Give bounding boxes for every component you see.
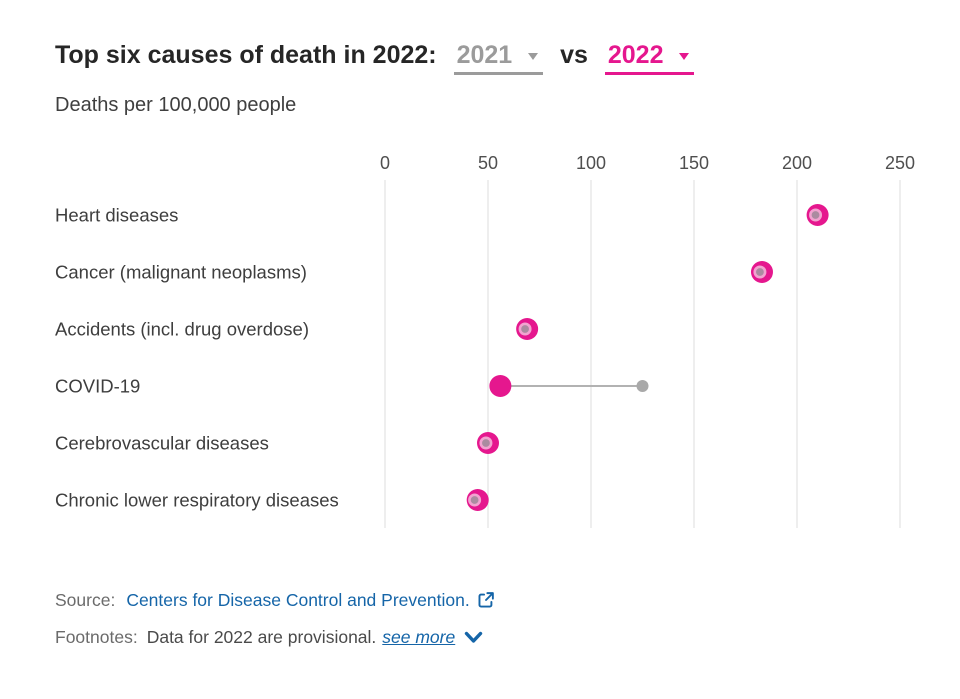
- source-link[interactable]: Centers for Disease Control and Preventi…: [126, 589, 470, 610]
- x-axis-tick-label: 100: [576, 153, 606, 173]
- x-axis-tick-label: 250: [885, 153, 915, 173]
- dropdown-triangle-icon: [528, 53, 539, 60]
- category-label: Heart diseases: [55, 204, 178, 225]
- see-more-link[interactable]: see more: [382, 626, 456, 647]
- external-link-icon[interactable]: [477, 591, 495, 609]
- x-axis-tick-label: 150: [679, 153, 709, 173]
- dot-2021[interactable]: [479, 435, 493, 449]
- title-text: Top six causes of death in 2022:: [55, 41, 437, 69]
- category-label: Cerebrovascular diseases: [55, 432, 269, 453]
- year-selector-2022[interactable]: 2022: [604, 41, 695, 75]
- chart-subtitle: Deaths per 100,000 people: [55, 93, 297, 116]
- footnotes-row: Footnotes: Data for 2022 are provisional.…: [55, 627, 960, 648]
- year-selector-2021[interactable]: 2021: [453, 41, 544, 75]
- year-selector-2022-label: 2022: [607, 41, 664, 69]
- dot-2022[interactable]: [489, 374, 512, 397]
- dot-2021[interactable]: [809, 207, 823, 221]
- dot-2021[interactable]: [468, 492, 482, 506]
- x-axis-tick-label: 0: [380, 153, 390, 173]
- x-axis-tick-label: 50: [478, 153, 498, 173]
- dropdown-triangle-icon: [679, 53, 690, 60]
- footnotes-label: Footnotes:: [55, 626, 138, 647]
- year-selector-2021-label: 2021: [456, 41, 513, 69]
- dot-plot-chart: 0 50 100 150 200 250 Heart diseases Cancer (mal…: [55, 147, 960, 534]
- page-title: Top six causes of death in 2022: 2021 vs…: [55, 40, 960, 75]
- chevron-down-icon[interactable]: [464, 631, 483, 644]
- source-row: Source: Centers for Disease Control and P…: [55, 590, 960, 611]
- x-axis-tick-label: 200: [782, 153, 812, 173]
- category-label: Cancer (malignant neoplasms): [55, 261, 307, 282]
- plot-area: 0 50 100 150 200 250 Heart diseases Cancer (mal…: [55, 153, 915, 528]
- vs-label: vs: [560, 41, 588, 69]
- chart-card: Top six causes of death in 2022: 2021 vs…: [55, 40, 960, 648]
- source-label: Source:: [55, 589, 116, 610]
- category-label: COVID-19: [55, 375, 140, 396]
- dot-2021[interactable]: [636, 379, 649, 392]
- category-label: Accidents (incl. drug overdose): [55, 318, 309, 339]
- footnotes-text: Data for 2022 are provisional.: [146, 626, 377, 647]
- category-label: Chronic lower respiratory diseases: [55, 489, 339, 510]
- chart-footer: Source: Centers for Disease Control and P…: [55, 590, 960, 648]
- dot-2021[interactable]: [753, 265, 767, 279]
- dot-2021[interactable]: [518, 322, 532, 336]
